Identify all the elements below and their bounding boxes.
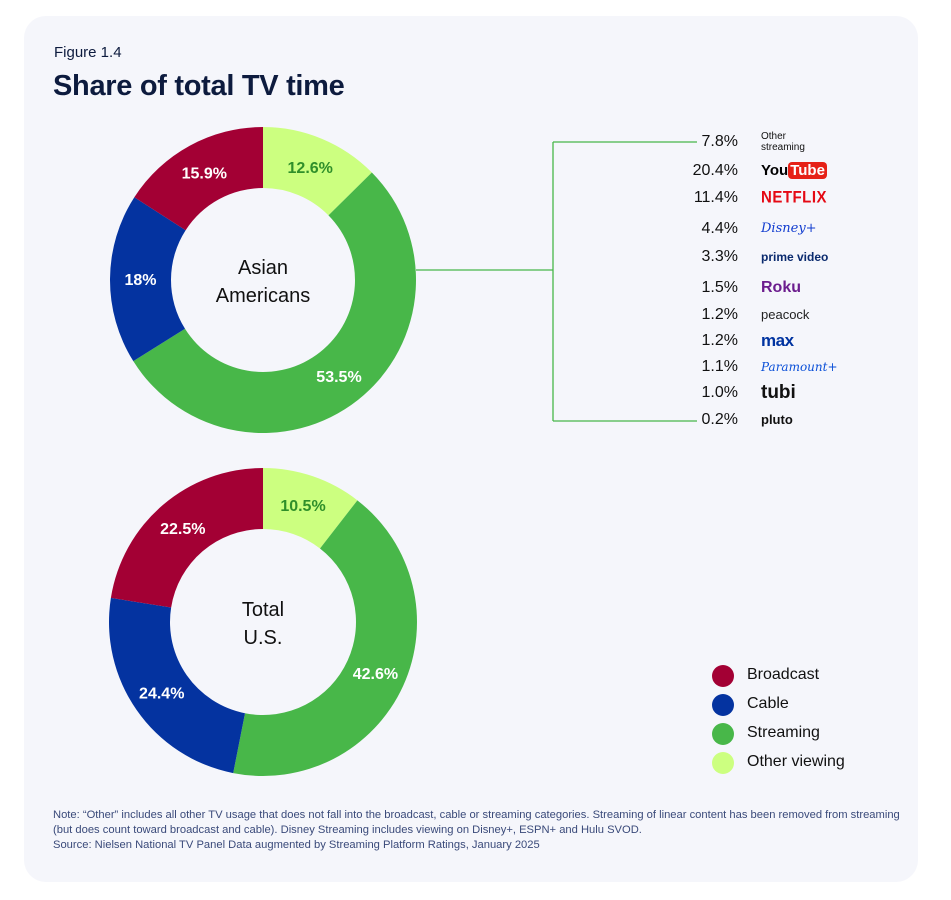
figure-label: Figure 1.4	[54, 44, 122, 61]
breakdown-row: 20.4% You Tube	[690, 160, 890, 182]
peacock-logo: peacock	[761, 307, 810, 322]
breakdown-value: 0.2%	[701, 411, 738, 428]
donut-slice-broadcast	[134, 127, 263, 231]
roku-logo: Roku	[761, 279, 801, 296]
breakdown-row: 1.2% peacock	[690, 304, 890, 326]
donut-center-label: Total	[242, 599, 284, 621]
prime-video-logo: prime video	[761, 250, 829, 264]
breakdown-connector	[416, 141, 697, 422]
breakdown-row: 1.1% Paramount+	[690, 356, 890, 378]
legend-swatch-broadcast	[712, 665, 734, 687]
breakdown-row: 1.5% Roku	[690, 277, 890, 299]
legend-label: Streaming	[747, 724, 820, 741]
breakdown-value: 11.4%	[693, 189, 738, 206]
breakdown-value: 1.1%	[701, 358, 738, 375]
donut-slice-streaming	[233, 500, 417, 777]
chart-title: Share of total TV time	[53, 70, 345, 102]
breakdown-row: 11.4% NETFLIX	[690, 187, 890, 209]
breakdown-value: 7.8%	[701, 133, 738, 150]
breakdown-row: 0.2% pluto	[690, 409, 890, 431]
donut-slice-cable	[110, 197, 186, 362]
slice-value-label: 15.9%	[182, 165, 227, 182]
donut-center-label: Americans	[216, 285, 310, 307]
donut-slice-cable	[109, 597, 245, 774]
max-logo: max	[761, 331, 794, 350]
note-text: Note: “Other” includes all other TV usag…	[53, 809, 900, 836]
breakdown-row: 1.2% max	[690, 330, 890, 352]
breakdown-value: 20.4%	[692, 162, 738, 179]
breakdown-row: 4.4% Disney+	[690, 218, 890, 240]
donut-slice-streaming	[133, 172, 416, 433]
breakdown-value: 1.0%	[701, 384, 738, 401]
breakdown-value: 4.4%	[701, 220, 738, 237]
slice-value-label: 12.6%	[288, 160, 333, 177]
pluto-tv-logo: pluto	[761, 412, 793, 427]
slice-value-label: 18%	[124, 272, 156, 289]
footnotes: Note: “Other” includes all other TV usag…	[53, 808, 903, 853]
slice-value-label: 24.4%	[139, 686, 184, 703]
other-streaming: Other streaming	[761, 131, 805, 153]
source-text: Source: Nielsen National TV Panel Data a…	[53, 839, 540, 851]
donut-slice-other-viewing	[263, 468, 358, 549]
donut-slice-other-viewing	[263, 127, 372, 216]
slice-value-label: 10.5%	[280, 498, 325, 515]
asian-americans-donut: 12.6% 53.5% 18% 15.9% Asian Americans	[110, 127, 416, 433]
donut-center-label: U.S.	[244, 627, 283, 649]
legend-label: Other viewing	[747, 753, 845, 770]
disney-plus-logo: Disney+	[761, 221, 817, 236]
breakdown-value: 1.2%	[701, 306, 738, 323]
slice-value-label: 42.6%	[353, 666, 398, 683]
legend-swatch-streaming	[712, 723, 734, 745]
tubi-logo: tubi	[761, 382, 796, 403]
breakdown-value: 1.2%	[701, 332, 738, 349]
legend-label: Cable	[747, 695, 789, 712]
youtube-logo: You Tube	[761, 162, 827, 179]
breakdown-row: 1.0% tubi	[690, 382, 890, 404]
legend-label: Broadcast	[747, 666, 820, 683]
legend-swatch-other-viewing	[712, 752, 734, 774]
total-us-donut: 10.5% 42.6% 24.4% 22.5% Total U.S.	[109, 468, 417, 777]
breakdown-value: 3.3%	[701, 248, 738, 265]
breakdown-row: 7.8% Other streaming	[690, 131, 890, 153]
breakdown-value: 1.5%	[701, 279, 738, 296]
donut-center-label: Asian	[238, 257, 288, 279]
breakdown-row: 3.3% prime video	[690, 246, 890, 268]
slice-value-label: 53.5%	[316, 369, 361, 386]
donut-slice-broadcast	[110, 468, 263, 608]
netflix-logo: NETFLIX	[761, 188, 827, 207]
slice-value-label: 22.5%	[160, 521, 205, 538]
legend-swatch-cable	[712, 694, 734, 716]
paramount-plus-logo: Paramount+	[761, 360, 838, 374]
